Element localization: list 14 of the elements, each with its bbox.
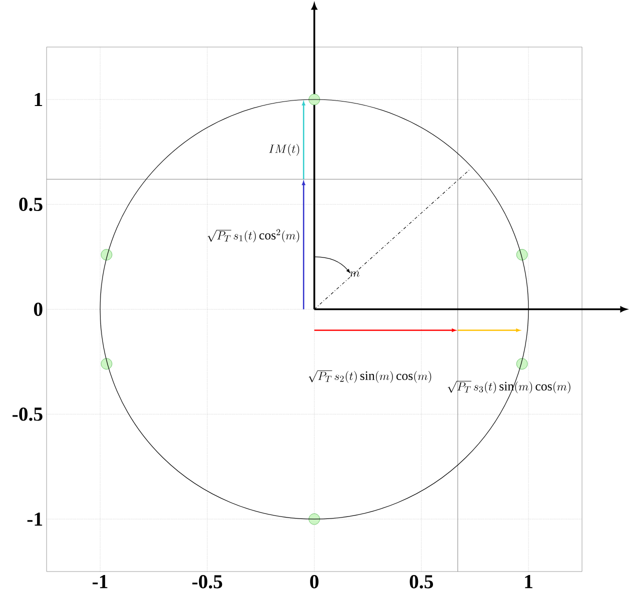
y-tick-label: 1 [34, 92, 42, 106]
y-tick-label: 0.5 [19, 198, 42, 211]
annotation: $m$ [350, 271, 360, 277]
annotation: $\sqrt{P_T}\,s_1(t)\cos^2(m)$ [208, 229, 300, 242]
x-tick-label: 0.5 [410, 574, 434, 588]
x-tick-label: -0.5 [192, 574, 222, 588]
y-tick-label: 0 [34, 302, 42, 316]
x-tick-label: -1 [92, 574, 108, 588]
annotation: $IM(t)$ [269, 144, 300, 156]
y-tick-label: -1 [27, 512, 42, 526]
annotation: $\sqrt{P_T}\,s_2(t)\sin(m)\cos(m)$ [308, 370, 432, 383]
x-tick-label: 0 [310, 574, 318, 588]
x-tick-label: 1 [525, 574, 532, 588]
y-tick-label: -0.5 [12, 407, 42, 421]
